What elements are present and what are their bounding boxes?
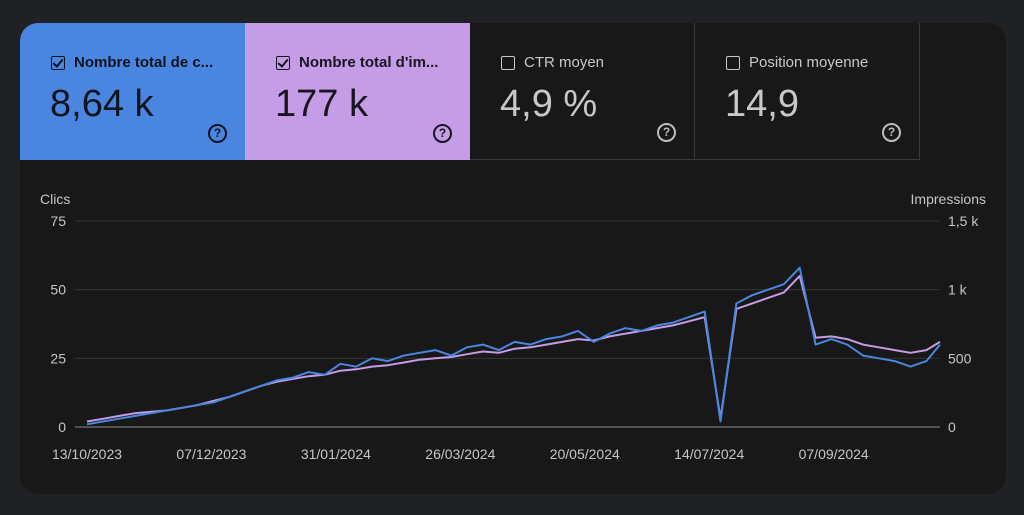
y-left-tick-label: 75 xyxy=(50,213,66,229)
help-icon[interactable]: ? xyxy=(208,124,227,143)
metric-label: Position moyenne xyxy=(749,54,869,71)
metric-value: 4,9 % xyxy=(500,83,598,125)
y-right-tick-label: 500 xyxy=(948,350,972,366)
checkbox-checked-icon[interactable] xyxy=(276,55,290,70)
y-right-tick-label: 1 k xyxy=(948,282,968,298)
x-tick-label: 31/01/2024 xyxy=(301,446,371,462)
y-right-tick-label: 1,5 k xyxy=(948,213,979,229)
metric-tile-clicks[interactable]: Nombre total de c... 8,64 k ? xyxy=(20,23,245,160)
metric-value: 8,64 k xyxy=(50,83,154,125)
help-icon[interactable]: ? xyxy=(657,123,676,142)
y-left-axis-title: Clics xyxy=(40,191,71,207)
metric-tiles: Nombre total de c... 8,64 k ? Nombre tot… xyxy=(20,23,920,160)
help-icon[interactable]: ? xyxy=(433,124,452,143)
x-tick-label: 26/03/2024 xyxy=(425,446,495,462)
metric-label: CTR moyen xyxy=(524,54,605,71)
metric-value: 177 k xyxy=(275,83,368,125)
y-left-tick-label: 50 xyxy=(50,282,66,298)
x-tick-label: 14/07/2024 xyxy=(674,446,744,462)
y-right-axis-title: Impressions xyxy=(910,191,986,207)
x-tick-label: 07/09/2024 xyxy=(799,446,869,462)
x-tick-label: 20/05/2024 xyxy=(550,446,620,462)
metric-header: Nombre total de c... xyxy=(51,54,221,71)
metric-tile-position[interactable]: Position moyenne 14,9 ? xyxy=(695,23,920,160)
x-tick-label: 07/12/2023 xyxy=(176,446,246,462)
checkbox-checked-icon[interactable] xyxy=(51,55,65,70)
metric-header: Nombre total d'im... xyxy=(276,54,446,71)
x-tick-label: 13/10/2023 xyxy=(52,446,122,462)
metric-tile-ctr[interactable]: CTR moyen 4,9 % ? xyxy=(470,23,695,160)
metric-tile-impressions[interactable]: Nombre total d'im... 177 k ? xyxy=(245,23,470,160)
metric-header: Position moyenne xyxy=(726,54,896,71)
metric-header: CTR moyen xyxy=(501,54,671,71)
checkbox-unchecked-icon[interactable] xyxy=(501,55,515,70)
help-icon[interactable]: ? xyxy=(882,123,901,142)
y-left-tick-label: 0 xyxy=(58,419,66,435)
y-left-tick-label: 25 xyxy=(50,350,66,366)
series-line-clics xyxy=(86,266,941,426)
y-right-tick-label: 0 xyxy=(948,419,956,435)
performance-card: Nombre total de c... 8,64 k ? Nombre tot… xyxy=(20,23,1006,494)
series-line-impressions xyxy=(86,274,941,423)
metric-label: Nombre total de c... xyxy=(74,54,214,71)
metric-value: 14,9 xyxy=(725,83,799,125)
metric-label: Nombre total d'im... xyxy=(299,54,439,71)
checkbox-unchecked-icon[interactable] xyxy=(726,55,740,70)
